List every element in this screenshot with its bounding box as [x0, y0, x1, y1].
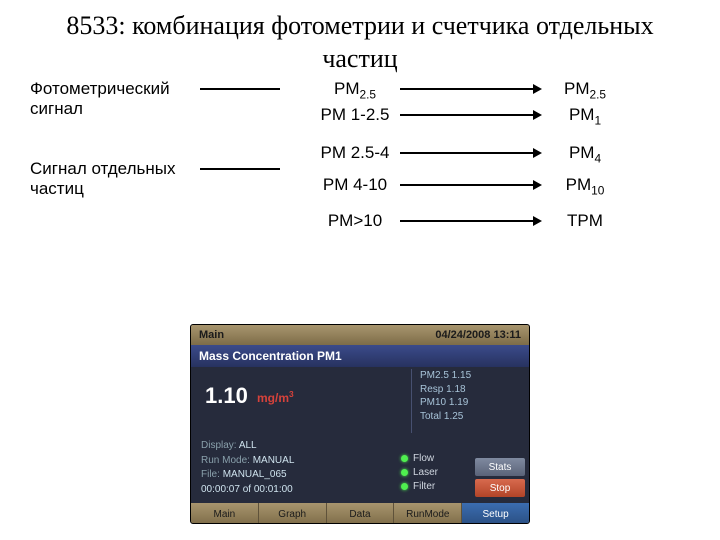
led-row: Laser: [401, 465, 438, 479]
device-leds: FlowLaserFilter: [401, 451, 438, 493]
mid-label-2: PM 2.5-4: [300, 143, 410, 163]
mid-label-1: PM 1-2.5: [300, 105, 410, 125]
page-title: 8533: комбинация фотометрии и счетчика о…: [0, 0, 720, 79]
bottom-tab-runmode[interactable]: RunMode: [394, 503, 462, 524]
connector-line: [400, 152, 540, 154]
right-label-0: PM2.5: [540, 79, 630, 101]
right-label-1: PM1: [540, 105, 630, 127]
bottom-tab-graph[interactable]: Graph: [259, 503, 327, 524]
connector-line: [400, 114, 540, 116]
status-line: Run Mode: MANUAL: [201, 454, 294, 469]
device-side-buttons: Stats Stop: [475, 455, 525, 497]
bottom-tab-main[interactable]: Main: [191, 503, 259, 524]
device-readings: PM2.5 1.15Resp 1.18PM10 1.19Total 1.25: [411, 369, 521, 433]
reading-line: PM2.5 1.15: [420, 369, 521, 383]
led-row: Flow: [401, 451, 438, 465]
signal-diagram: Фотометрическийсигнал Сигнал отдельныхча…: [0, 79, 720, 279]
led-dot-icon: [401, 455, 408, 462]
device-big-unit: mg/m3: [257, 389, 294, 405]
right-label-3: PM10: [540, 175, 630, 197]
led-dot-icon: [401, 483, 408, 490]
connector-line: [400, 184, 540, 186]
device-header: Mass Concentration PM1: [191, 345, 529, 367]
device-status: Display: ALLRun Mode: MANUALFile: MANUAL…: [201, 439, 294, 497]
right-label-2: PM4: [540, 143, 630, 165]
device-bottombar: MainGraphDataRunModeSetup: [191, 503, 529, 524]
status-line: Display: ALL: [201, 439, 294, 454]
connector-line: [200, 88, 280, 90]
mid-label-3: PM 4-10: [300, 175, 410, 195]
bottom-tab-setup[interactable]: Setup: [462, 503, 529, 524]
device-body: 1.10 mg/m3 PM2.5 1.15Resp 1.18PM10 1.19T…: [191, 367, 529, 503]
photometric-signal-label: Фотометрическийсигнал: [30, 79, 170, 120]
connector-line: [400, 88, 540, 90]
device-big-value: 1.10: [205, 383, 248, 409]
mid-label-0: PM2.5: [300, 79, 410, 101]
device-top-right: 04/24/2008 13:11: [435, 329, 521, 341]
device-screenshot: Main 04/24/2008 13:11 Mass Concentration…: [190, 324, 530, 524]
status-line: 00:00:07 of 00:01:00: [201, 483, 294, 498]
particle-signal-label: Сигнал отдельныхчастиц: [30, 159, 175, 200]
device-topbar: Main 04/24/2008 13:11: [191, 325, 529, 345]
connector-line: [400, 220, 540, 222]
reading-line: Resp 1.18: [420, 383, 521, 397]
reading-line: PM10 1.19: [420, 396, 521, 410]
stop-button[interactable]: Stop: [475, 479, 525, 497]
right-label-4: TPM: [540, 211, 630, 231]
led-row: Filter: [401, 479, 438, 493]
led-dot-icon: [401, 469, 408, 476]
bottom-tab-data[interactable]: Data: [327, 503, 395, 524]
stats-button[interactable]: Stats: [475, 458, 525, 476]
connector-line: [200, 168, 280, 170]
device-top-left: Main: [199, 329, 224, 341]
reading-line: Total 1.25: [420, 410, 521, 424]
status-line: File: MANUAL_065: [201, 468, 294, 483]
mid-label-4: PM>10: [300, 211, 410, 231]
